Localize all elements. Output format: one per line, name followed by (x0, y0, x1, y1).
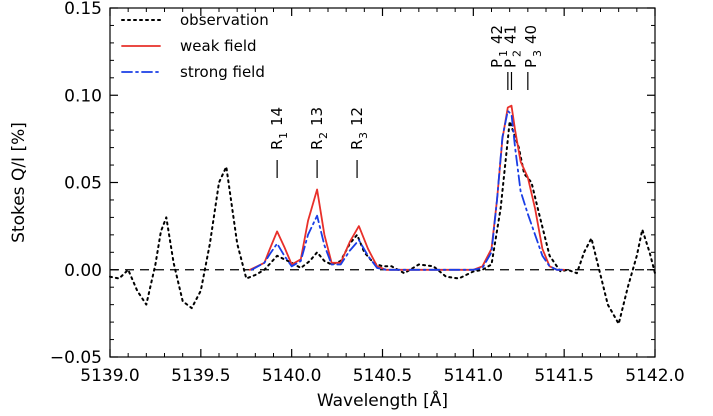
series-line-weak-field (248, 104, 566, 271)
legend-label: strong field (180, 63, 265, 81)
y-tick-label: 0.00 (64, 261, 102, 281)
line-label-branch: P (501, 59, 519, 68)
x-tick-label: 5140.0 (262, 366, 321, 386)
y-tick-label: −0.05 (50, 348, 102, 368)
line-label-branch: R (268, 140, 286, 150)
y-axis-title: Stokes Q/I [%] (9, 122, 29, 243)
line-label-number: 13 (308, 107, 326, 126)
line-label-branch: P (522, 59, 540, 68)
line-label: P 2 41 (501, 25, 523, 68)
x-tick-label: 5139.0 (80, 366, 139, 386)
line-label-number: 42 (488, 25, 506, 44)
line-label: P 3 40 (522, 25, 544, 68)
line-label: P 1 42 (488, 25, 510, 68)
legend-label: weak field (180, 37, 257, 55)
line-label-subscript: 3 (357, 132, 370, 139)
line-label-number: 12 (348, 107, 366, 126)
line-label-subscript: 1 (497, 50, 510, 57)
x-tick-label: 5140.5 (353, 366, 412, 386)
line-label: R2 13 (308, 107, 330, 150)
series-line-observation (109, 120, 656, 325)
line-label: R1 14 (268, 107, 290, 150)
x-tick-label: 5141.0 (444, 366, 503, 386)
x-axis-title: Wavelength [Å] (317, 389, 448, 411)
line-label-branch: R (308, 140, 326, 150)
line-label-number: 41 (501, 25, 519, 44)
line-label-subscript: 2 (510, 50, 523, 57)
line-label: R3 12 (348, 107, 370, 150)
plot-frame (109, 7, 656, 358)
series-line-strong-field (250, 110, 566, 271)
x-tick-label: 5139.5 (171, 366, 230, 386)
legend: observation weak field strong field (121, 11, 269, 81)
y-tick-label: 0.05 (64, 174, 102, 194)
y-tick-label: 0.10 (64, 86, 102, 106)
x-tick-label: 5142.0 (625, 366, 684, 386)
line-label-branch: P (488, 59, 506, 68)
legend-label: observation (180, 11, 269, 29)
line-label-subscript: 1 (277, 132, 290, 139)
line-label-subscript: 2 (317, 132, 330, 139)
line-label-subscript: 3 (531, 50, 544, 57)
x-tick-label: 5141.5 (534, 366, 593, 386)
line-label-number: 14 (268, 107, 286, 126)
ticks-layer: 5139.0 5139.5 5140.0 5140.5 5141.0 5141.5 5142… (50, 0, 685, 386)
y-tick-label: 0.15 (64, 0, 102, 19)
series-layer (109, 104, 656, 325)
line-label-number: 40 (522, 25, 540, 44)
line-label-branch: R (348, 140, 366, 150)
